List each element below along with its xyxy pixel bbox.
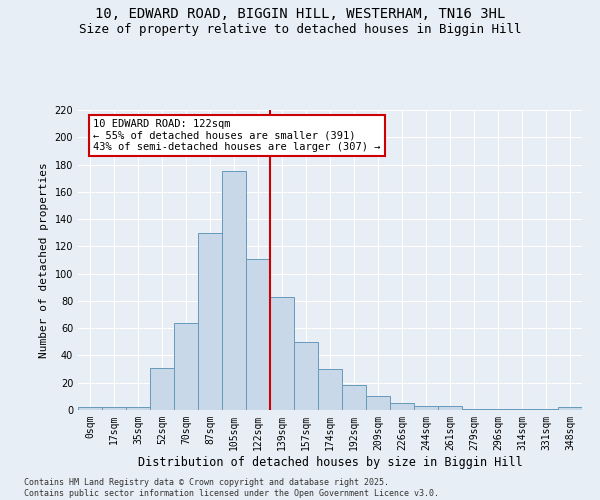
Bar xyxy=(294,342,318,410)
Text: Size of property relative to detached houses in Biggin Hill: Size of property relative to detached ho… xyxy=(79,22,521,36)
Bar xyxy=(366,396,390,410)
Bar xyxy=(270,297,294,410)
Text: 10, EDWARD ROAD, BIGGIN HILL, WESTERHAM, TN16 3HL: 10, EDWARD ROAD, BIGGIN HILL, WESTERHAM,… xyxy=(95,8,505,22)
Bar xyxy=(510,408,534,410)
Bar xyxy=(342,386,366,410)
Bar xyxy=(414,406,438,410)
Bar xyxy=(174,322,198,410)
Bar xyxy=(486,408,510,410)
Bar xyxy=(102,408,126,410)
Bar xyxy=(246,258,270,410)
Bar xyxy=(126,408,150,410)
Y-axis label: Number of detached properties: Number of detached properties xyxy=(39,162,49,358)
Bar xyxy=(222,172,246,410)
Bar xyxy=(78,408,102,410)
X-axis label: Distribution of detached houses by size in Biggin Hill: Distribution of detached houses by size … xyxy=(137,456,523,468)
Bar xyxy=(438,406,462,410)
Bar xyxy=(198,232,222,410)
Bar xyxy=(390,403,414,410)
Text: Contains HM Land Registry data © Crown copyright and database right 2025.
Contai: Contains HM Land Registry data © Crown c… xyxy=(24,478,439,498)
Bar xyxy=(318,369,342,410)
Bar xyxy=(462,408,486,410)
Text: 10 EDWARD ROAD: 122sqm
← 55% of detached houses are smaller (391)
43% of semi-de: 10 EDWARD ROAD: 122sqm ← 55% of detached… xyxy=(93,119,380,152)
Bar xyxy=(558,408,582,410)
Bar xyxy=(534,408,558,410)
Bar xyxy=(150,368,174,410)
